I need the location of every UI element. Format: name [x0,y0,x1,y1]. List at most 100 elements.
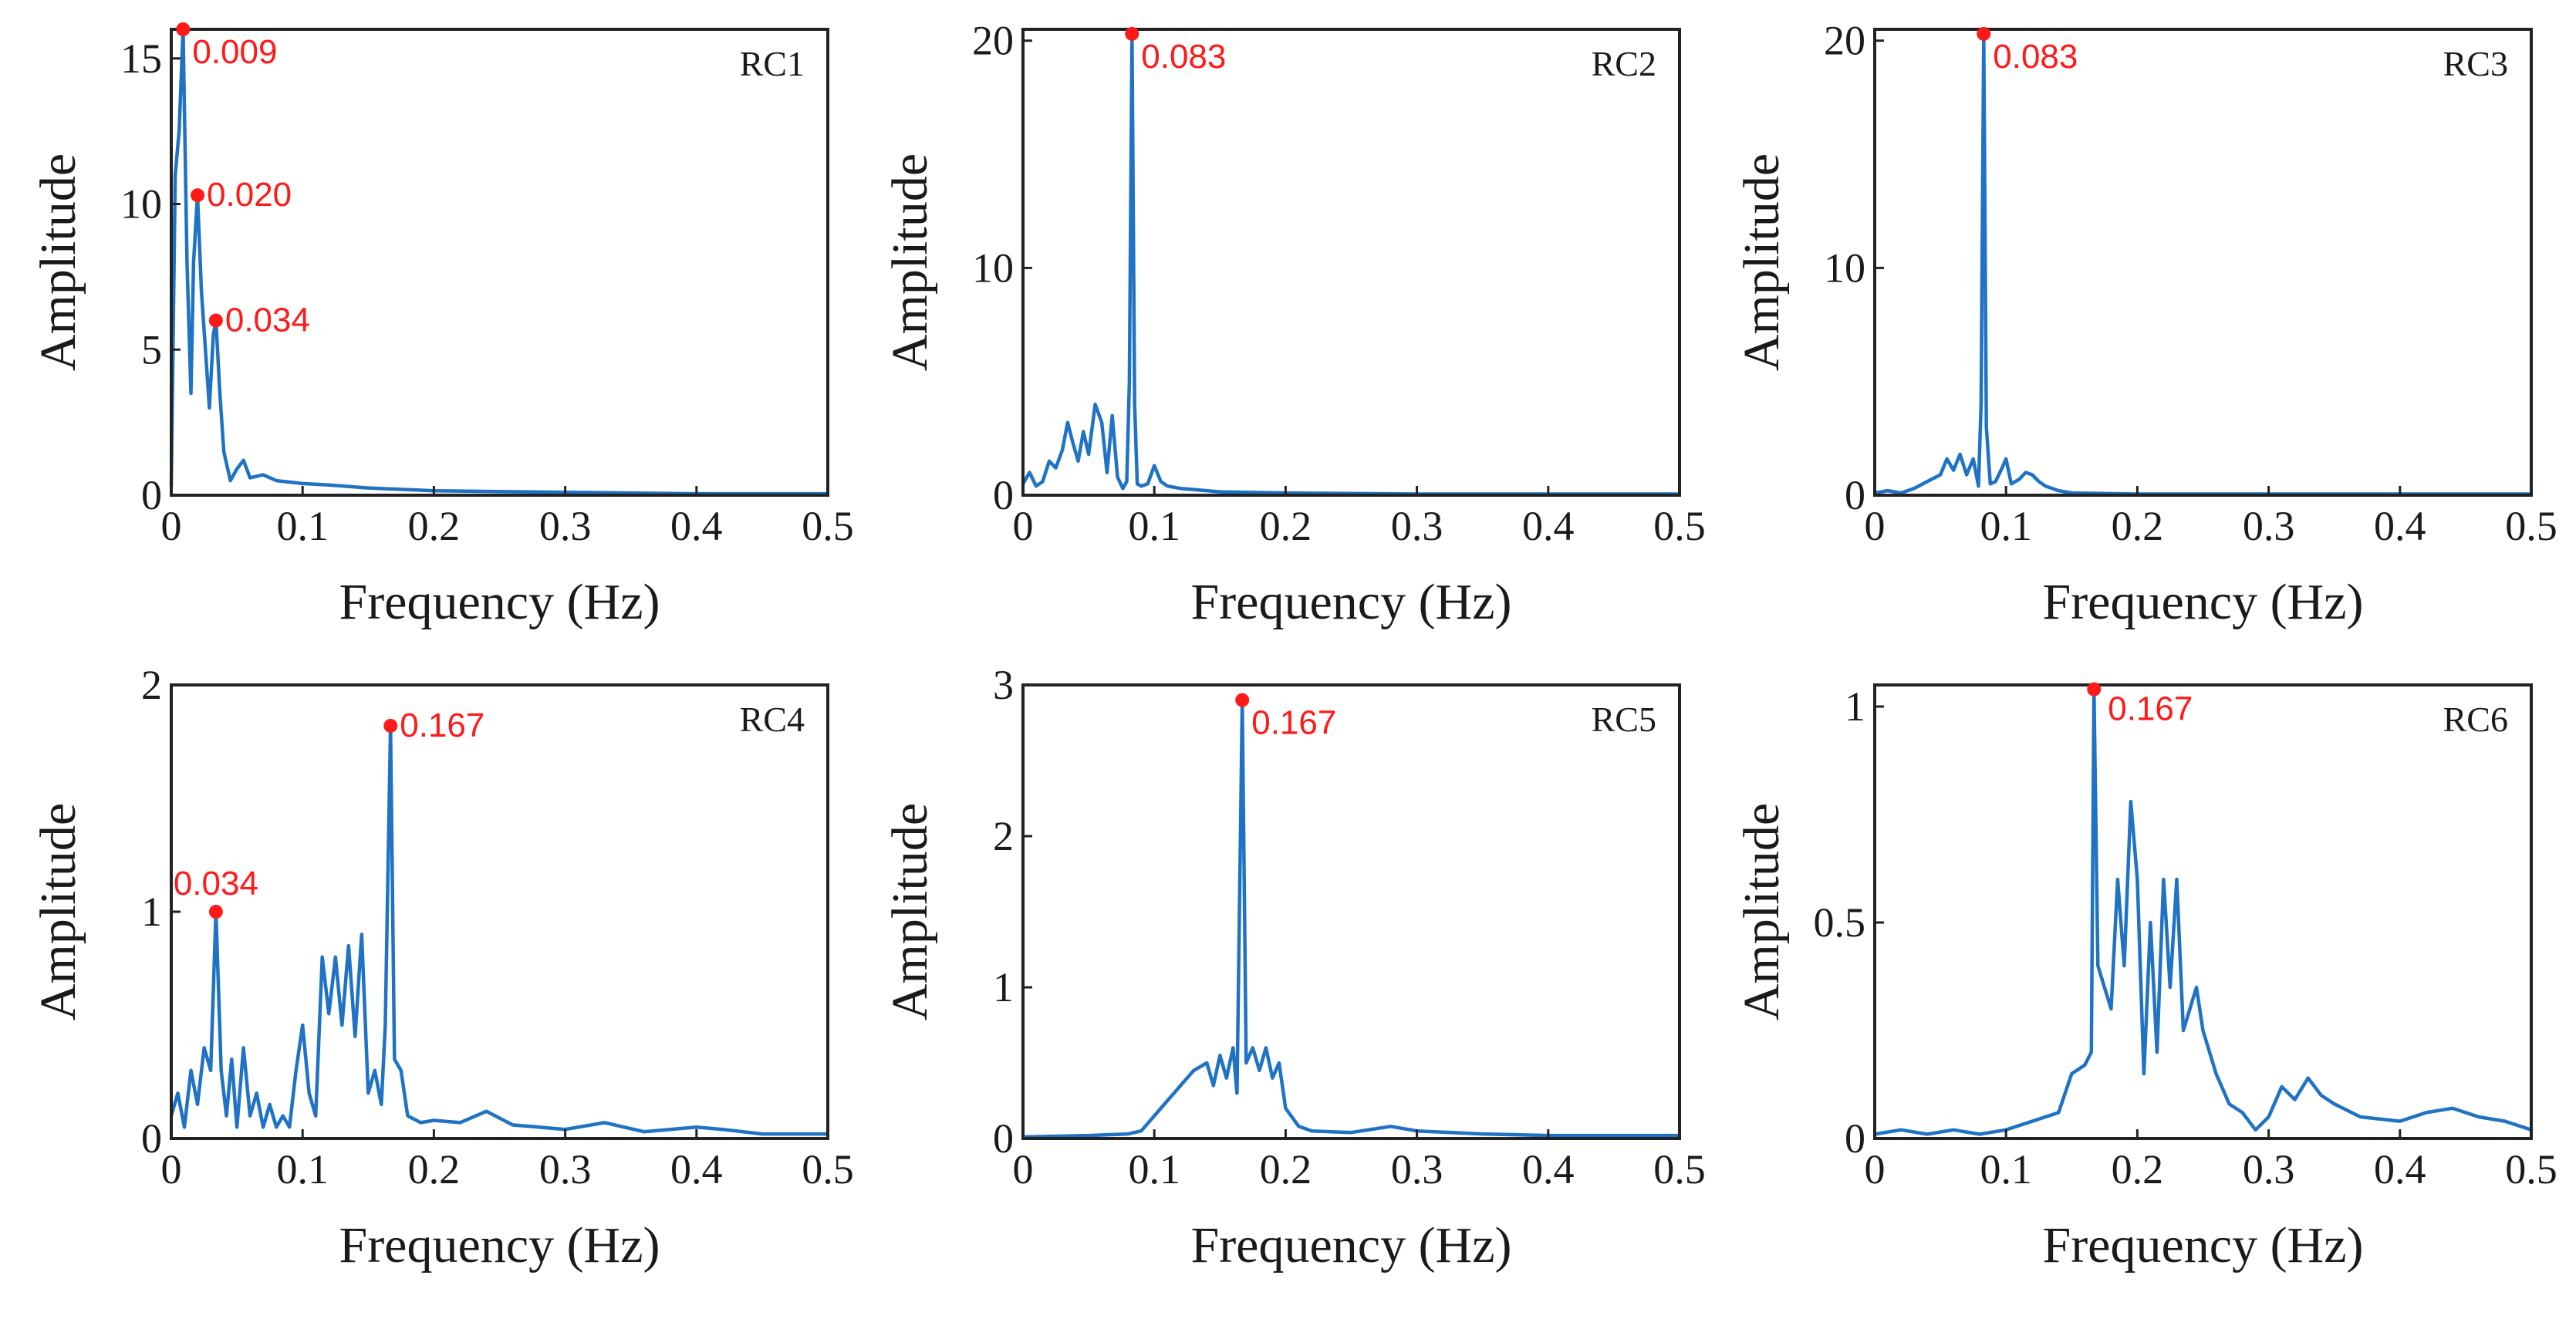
x-tick-label: 0.1 [276,503,329,549]
x-axis-label: Frequency (Hz) [339,1217,660,1273]
peak-marker [191,188,205,203]
peak-marker [208,905,223,919]
panel-tag: RC1 [740,44,805,83]
peak-label: 0.083 [1141,38,1226,76]
y-tick-label: 0.5 [1814,899,1866,946]
x-tick-label: 0.1 [1980,1146,2032,1192]
y-tick-label: 3 [993,662,1014,708]
x-tick-label: 0.1 [1128,503,1180,549]
axes-frame-4 [170,683,829,1140]
x-tick-label: 0 [1013,1146,1034,1192]
y-tick-label: 5 [141,326,162,373]
panel-tag: RC4 [740,700,805,739]
y-axis-label: Amplitude [882,153,938,371]
x-tick-label: 0.5 [2505,503,2557,549]
axes-frame-1 [170,28,829,497]
peak-marker [1125,26,1139,41]
panel-1: 0 0.1 0.2 0.3 0.4 0.5 0 5 10 15 Frequency (Hz) Ampl… [30,22,854,630]
x-tick-label: 0.4 [1522,503,1575,549]
x-axis-label: Frequency (Hz) [339,574,660,630]
y-tick-label: 1 [993,964,1014,1010]
x-tick-label: 0 [161,503,182,549]
x-tick-label: 0.3 [539,1146,592,1192]
y-tick-label: 0 [993,1115,1014,1162]
peak-label: 0.034 [225,302,310,339]
x-tick-label: 0.5 [1653,1146,1706,1192]
y-axis-label: Amplitude [30,153,86,371]
x-tick-label: 0.5 [802,1146,854,1192]
axes-frame-3 [1873,28,2533,497]
panel-5: 0 0.1 0.2 0.3 0.4 0.5 0 1 2 3 Frequency (Hz) Amplit… [882,662,1706,1273]
x-tick-label: 0.1 [276,1146,329,1192]
x-tick-label: 0 [161,1146,182,1192]
y-axis-label: Amplitude [1734,153,1790,371]
series-line-6 [1874,687,2532,1136]
x-tick-label: 0.3 [1391,503,1443,549]
peak-marker [1977,26,1991,41]
y-tick-label: 0 [141,1115,162,1162]
x-tick-label: 0.2 [2112,503,2164,549]
x-axis-label: Frequency (Hz) [2043,574,2364,630]
series-line-1 [169,27,828,496]
x-tick-label: 0 [1865,503,1886,549]
x-tick-label: 0.4 [670,503,723,549]
x-tick-label: 0.5 [1653,503,1706,549]
y-tick-label: 15 [120,35,162,82]
peak-label: 0.083 [1993,38,2078,76]
x-tick-label: 0.3 [2243,1146,2295,1192]
y-axis-label: Amplitude [1734,803,1790,1020]
y-tick-label: 10 [972,245,1014,291]
y-tick-label: 20 [972,18,1014,64]
y-tick-label: 2 [141,662,162,708]
x-tick-label: 0.3 [1391,1146,1443,1192]
x-tick-label: 0.4 [670,1146,723,1192]
panel-tag: RC3 [2443,44,2508,83]
x-tick-label: 0.2 [2112,1146,2164,1192]
y-tick-label: 10 [1824,245,1865,291]
y-axis-label: Amplitude [882,803,938,1020]
panel-tag: RC2 [1592,44,1656,83]
panel-tag: RC5 [1592,700,1656,739]
peak-marker [176,22,191,36]
y-tick-label: 1 [1845,683,1865,730]
x-tick-label: 0 [1013,503,1034,549]
x-tick-label: 0.2 [408,503,461,549]
peak-label: 0.167 [2108,690,2193,728]
peak-marker [1235,693,1250,707]
x-tick-label: 0.3 [2243,503,2295,549]
peak-marker [2087,682,2102,697]
x-tick-label: 0.2 [1260,503,1312,549]
y-tick-label: 0 [1845,1115,1865,1162]
y-tick-label: 2 [993,813,1014,859]
peak-label: 0.167 [400,707,484,744]
panel-6: 0 0.1 0.2 0.3 0.4 0.5 0 0.5 1 Frequency (Hz) Ampli… [1734,682,2557,1273]
peak-marker [208,313,223,328]
x-tick-label: 0.3 [539,503,592,549]
peak-label: 0.034 [174,865,258,902]
panel-3: 0 0.1 0.2 0.3 0.4 0.5 0 10 20 Frequency (Hz) Ampli… [1734,18,2557,630]
series-line-2 [1021,32,1680,496]
y-tick-label: 0 [141,472,162,518]
x-tick-label: 0.2 [408,1146,461,1192]
x-tick-label: 0 [1865,1146,1886,1192]
y-tick-label: 10 [120,181,162,228]
y-tick-label: 0 [993,472,1014,518]
x-tick-label: 0.4 [2374,1146,2426,1192]
peak-label: 0.020 [207,176,292,214]
x-tick-label: 0.5 [2505,1146,2557,1192]
peak-marker [383,718,398,733]
x-tick-label: 0.4 [1522,1146,1575,1192]
axes-frame-5 [1021,683,1681,1140]
series-line-4 [169,724,828,1136]
panel-tag: RC6 [2443,700,2508,739]
series-line-3 [1874,32,2531,496]
panel-4: 0 0.1 0.2 0.3 0.4 0.5 0 1 2 Frequency (Hz) Amplitu… [30,662,854,1273]
series-line-5 [1022,698,1680,1139]
x-tick-label: 0.1 [1980,503,2032,549]
x-tick-label: 0.2 [1260,1146,1312,1192]
x-axis-label: Frequency (Hz) [2043,1217,2364,1273]
axes-frame-6 [1873,683,2533,1140]
x-tick-label: 0.5 [802,503,854,549]
x-tick-label: 0.1 [1128,1146,1180,1192]
